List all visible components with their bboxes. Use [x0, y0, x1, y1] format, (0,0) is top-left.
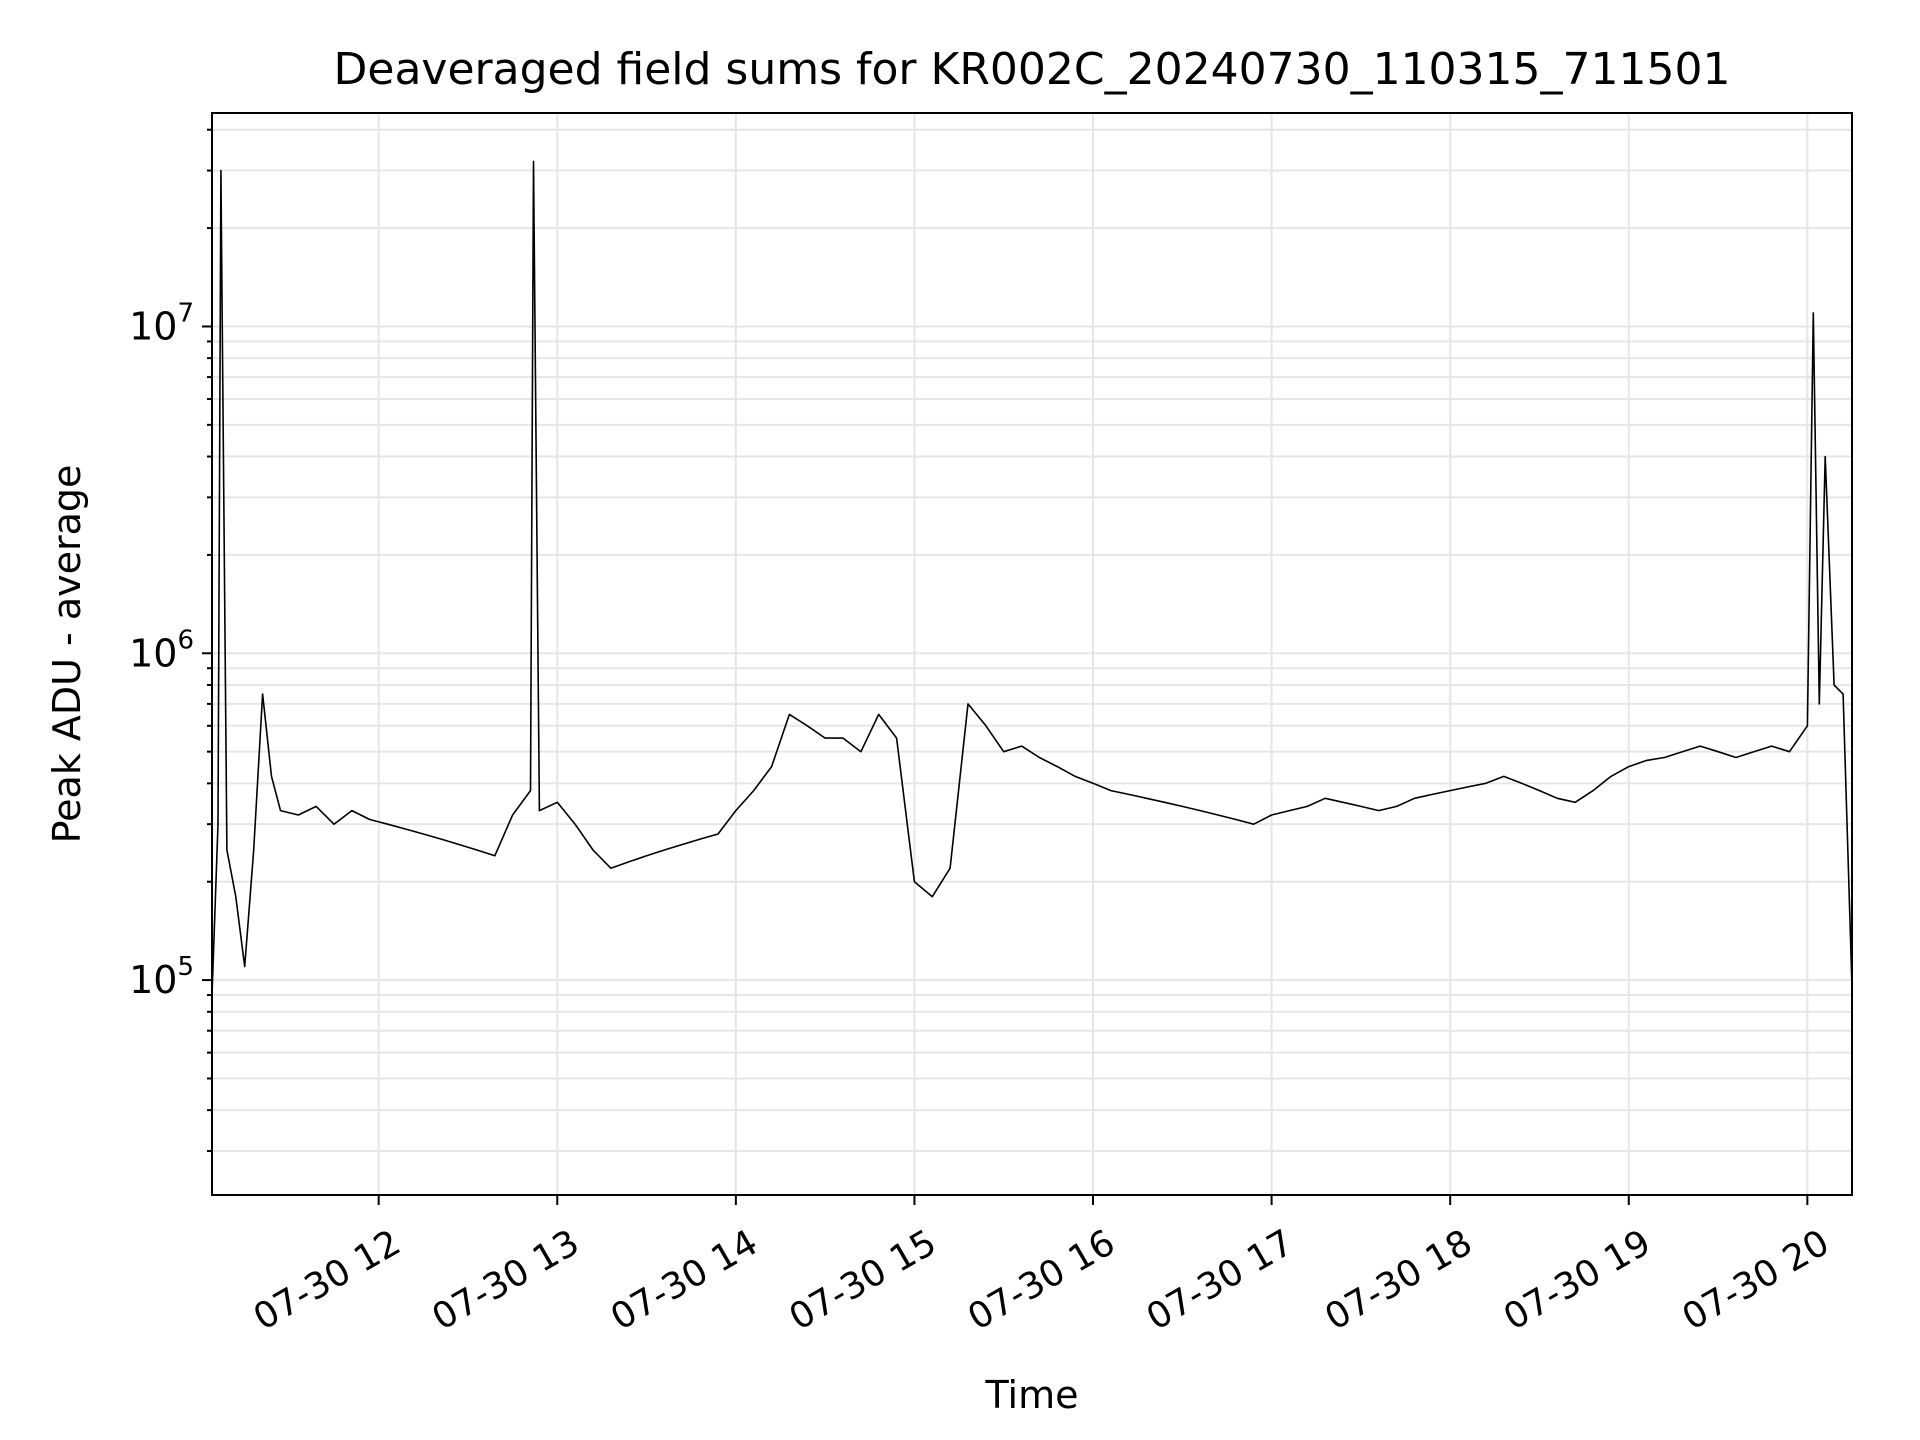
y-tick-label-base: 10	[129, 958, 177, 1002]
y-tick-label: 105	[129, 952, 194, 1002]
y-tick-label: 106	[129, 625, 194, 675]
x-axis-label: Time	[985, 1373, 1079, 1417]
y-tick-label-exponent: 7	[177, 298, 194, 328]
series-layer	[211, 160, 1853, 996]
series-line	[211, 160, 1853, 996]
y-tick-label-base: 10	[129, 631, 177, 675]
y-tick-label-exponent: 6	[177, 625, 194, 655]
y-axis-label: Peak ADU - average	[45, 465, 89, 844]
y-tick-label-base: 10	[129, 304, 177, 348]
y-tick-label: 107	[129, 298, 194, 348]
y-tick-label-exponent: 5	[177, 952, 194, 982]
grid-lines	[212, 113, 1852, 1195]
chart-title: Deaveraged field sums for KR002C_2024073…	[334, 44, 1731, 95]
